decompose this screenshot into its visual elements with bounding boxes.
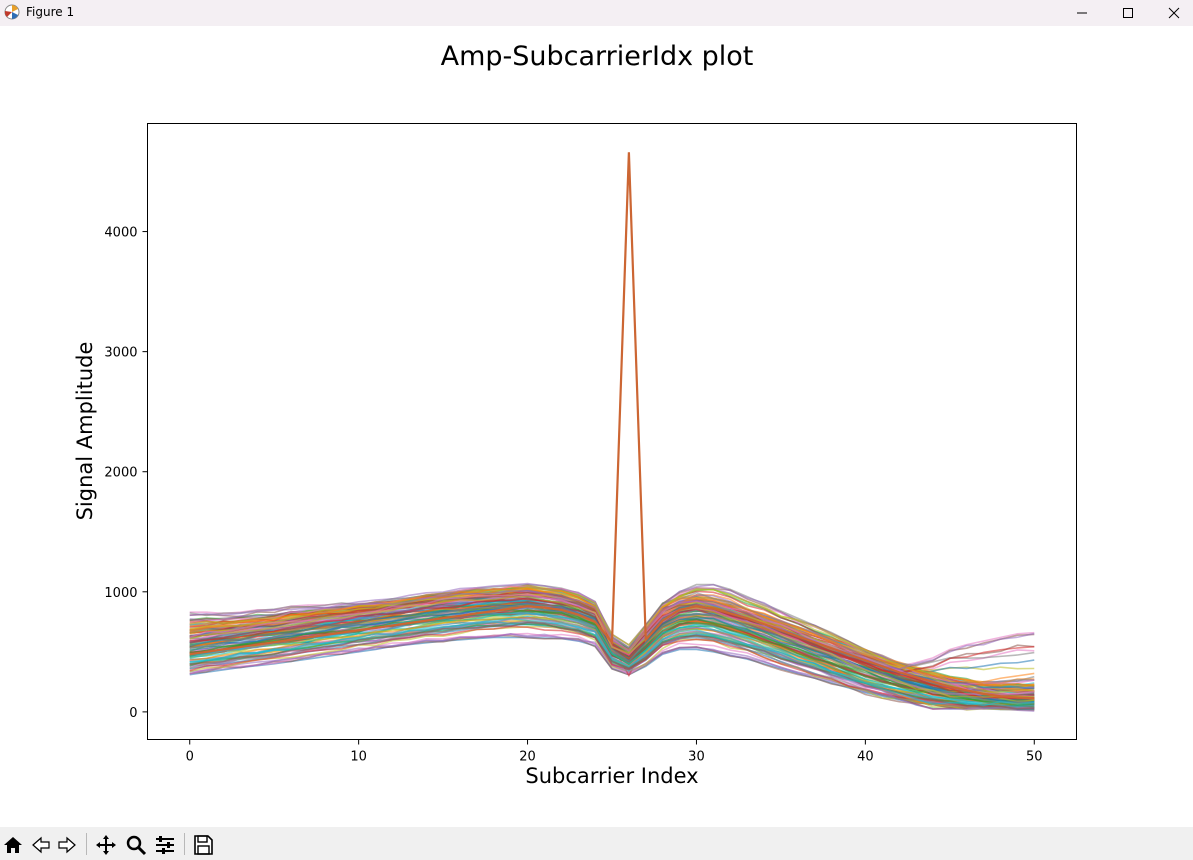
y-tick-label: 2000 bbox=[104, 466, 137, 481]
x-tick-label: 10 bbox=[350, 750, 367, 765]
y-axis-label: Signal Amplitude bbox=[73, 342, 97, 521]
pan-button[interactable] bbox=[93, 832, 119, 858]
y-axis-ticks: 0 1000 2000 3000 4000 bbox=[104, 226, 148, 721]
series-line bbox=[189, 612, 1035, 707]
y-tick-label: 3000 bbox=[104, 346, 137, 361]
y-tick-label: 1000 bbox=[104, 586, 137, 601]
x-tick-label: 0 bbox=[186, 750, 194, 765]
back-button[interactable] bbox=[28, 832, 54, 858]
x-tick-label: 50 bbox=[1026, 750, 1043, 765]
window-title: Figure 1 bbox=[26, 5, 75, 19]
maximize-icon bbox=[1123, 8, 1133, 18]
forward-icon bbox=[58, 836, 76, 854]
home-icon bbox=[4, 837, 22, 853]
x-axis-ticks: 0 10 20 30 40 50 bbox=[186, 739, 1043, 765]
save-button[interactable] bbox=[190, 832, 216, 858]
home-button[interactable] bbox=[0, 832, 26, 858]
maximize-button[interactable] bbox=[1105, 0, 1151, 26]
zoom-button[interactable] bbox=[123, 832, 149, 858]
x-tick-label: 40 bbox=[857, 750, 874, 765]
back-icon bbox=[32, 836, 50, 854]
figure-canvas[interactable]: Amp-SubcarrierIdx plot 0 10 20 30 40 50 0 1000… bbox=[0, 26, 1193, 827]
series-lines bbox=[189, 152, 1035, 712]
window-titlebar: Figure 1 bbox=[0, 0, 1193, 26]
configure-icon bbox=[156, 836, 174, 854]
series-line bbox=[189, 602, 1035, 704]
configure-subplots-button[interactable] bbox=[152, 832, 178, 858]
line-chart: Amp-SubcarrierIdx plot 0 10 20 30 40 50 0 1000… bbox=[73, 41, 1077, 788]
series-line-spike bbox=[189, 152, 1035, 700]
close-icon bbox=[1168, 7, 1180, 19]
plot-area-frame bbox=[147, 123, 1077, 740]
x-axis-label: Subcarrier Index bbox=[525, 764, 698, 788]
x-tick-label: 30 bbox=[688, 750, 705, 765]
series-line bbox=[189, 617, 1035, 708]
toolbar-separator bbox=[184, 833, 185, 855]
pan-icon bbox=[96, 835, 116, 855]
minimize-button[interactable] bbox=[1059, 0, 1105, 26]
x-tick-label: 20 bbox=[519, 750, 536, 765]
minimize-icon bbox=[1077, 12, 1087, 14]
series-line bbox=[189, 595, 1035, 699]
zoom-icon bbox=[126, 835, 147, 856]
y-tick-label: 4000 bbox=[104, 226, 137, 241]
forward-button[interactable] bbox=[54, 832, 80, 858]
y-tick-label: 0 bbox=[129, 706, 137, 721]
navigation-toolbar bbox=[0, 827, 1193, 860]
save-icon bbox=[194, 835, 213, 855]
toolbar-separator bbox=[86, 833, 87, 855]
chart-title: Amp-SubcarrierIdx plot bbox=[441, 41, 754, 72]
close-button[interactable] bbox=[1151, 0, 1193, 26]
matplotlib-app-icon bbox=[4, 4, 20, 20]
